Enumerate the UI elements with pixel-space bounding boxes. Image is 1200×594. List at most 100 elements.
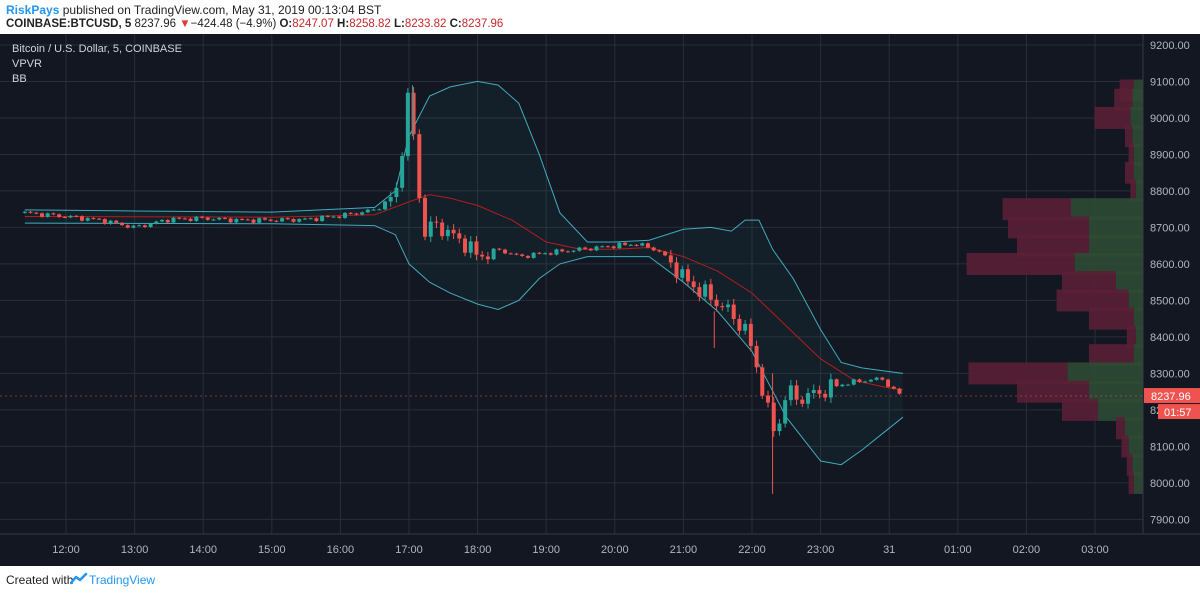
candle-body [394, 187, 399, 198]
candle-body [251, 219, 256, 223]
price-tick-label: 8700.00 [1150, 222, 1190, 234]
candle-body [405, 92, 410, 157]
candle-body [525, 255, 530, 258]
tradingview-logo-icon [70, 572, 88, 585]
candle-body [337, 216, 342, 218]
last-price: 8237.96 [134, 18, 177, 30]
time-tick-label: 21:00 [670, 544, 698, 556]
candle-body [274, 220, 279, 222]
candle-body [22, 211, 27, 213]
candle-body [703, 284, 708, 297]
close-value: 8237.96 [461, 18, 504, 30]
candle-body [720, 306, 725, 308]
vp-bar-up [1116, 271, 1143, 294]
candle-body [897, 388, 902, 394]
vp-bar-down [1062, 271, 1116, 294]
vp-bar-down [1121, 435, 1129, 458]
price-tick-label: 8600.00 [1150, 259, 1190, 271]
candle-body [794, 385, 799, 400]
candle-body [617, 242, 622, 249]
vp-bar-down [1128, 143, 1134, 166]
candle-body [28, 211, 33, 213]
down-arrow-icon: ▼ [179, 18, 191, 30]
candle-body [154, 221, 159, 224]
low-value: 8233.82 [404, 18, 447, 30]
candle-body [365, 209, 370, 213]
time-tick-label: 17:00 [395, 544, 423, 556]
candle-body [708, 284, 713, 300]
candle-body [371, 209, 376, 211]
candle-body [445, 229, 450, 237]
vp-bar-down [966, 252, 1075, 275]
legend-bb[interactable]: BB [12, 73, 27, 85]
low-label: L: [393, 18, 405, 30]
candle-body [80, 216, 85, 221]
last-price-badge-text: 8237.96 [1151, 391, 1191, 403]
candle-body [188, 218, 193, 221]
candle-body [62, 216, 67, 218]
vp-bar-down [1130, 179, 1136, 202]
time-tick-label: 23:00 [807, 544, 835, 556]
candle-body [148, 223, 153, 228]
candle-body [457, 233, 462, 239]
candle-body [520, 254, 525, 256]
vp-bar-down [1116, 417, 1125, 440]
vp-bar-down [1094, 106, 1131, 129]
candle-body [257, 218, 262, 223]
vp-bar-up [1071, 198, 1143, 221]
price-tick-label: 8100.00 [1150, 441, 1190, 453]
candle-body [846, 384, 851, 386]
high-label: H: [337, 18, 350, 30]
candle-body [125, 225, 130, 228]
candle-body [354, 213, 359, 215]
candle-body [697, 287, 702, 297]
candle-body [571, 250, 576, 252]
legend-vpvr[interactable]: VPVR [12, 58, 42, 70]
vp-bar-up [1128, 289, 1143, 312]
candle-body [680, 269, 685, 278]
vp-bar-up [1130, 106, 1143, 129]
candle-body [623, 242, 628, 245]
author-link[interactable]: RiskPays [6, 3, 60, 17]
bb-lower [24, 222, 904, 466]
candle-body [645, 243, 650, 248]
vp-bar-down [1056, 289, 1129, 312]
candle-body [817, 390, 822, 394]
time-tick-label: 22:00 [738, 544, 766, 556]
vp-bar-down [1008, 216, 1089, 239]
price-tick-label: 9000.00 [1150, 113, 1190, 125]
candle-body [514, 253, 519, 255]
candle-body [863, 381, 868, 383]
candle-body [777, 423, 782, 432]
chart-area[interactable]: 9200.00 9100.00 9000.00 8900.00 8800.00 8700.… [0, 34, 1200, 566]
candle-body [851, 379, 856, 385]
vp-bar-down [1089, 307, 1134, 330]
price-axis [1143, 34, 1200, 566]
candle-body [588, 248, 593, 251]
candle-body [297, 219, 302, 222]
chart-legend: Bitcoin / U.S. Dollar, 5, COINBASE VPVR … [12, 42, 182, 87]
vp-bar-up [1067, 362, 1143, 385]
candle-body [828, 379, 833, 398]
candle-body [891, 386, 896, 389]
high-value: 8258.82 [349, 18, 391, 30]
candle-body [114, 220, 119, 223]
bb-fill [24, 81, 903, 465]
published-text: published on TradingView.com, May 31, 20… [62, 3, 382, 17]
time-axis [0, 534, 1200, 566]
candle-body [508, 253, 513, 255]
price-tick-label: 8800.00 [1150, 186, 1190, 198]
candle-body [691, 281, 696, 288]
candle-body [605, 246, 610, 248]
price-chart[interactable]: 9200.00 9100.00 9000.00 8900.00 8800.00 8700.… [0, 34, 1200, 566]
candle-body [325, 215, 330, 217]
tradingview-brand[interactable]: TradingView [89, 573, 156, 587]
vp-bar-up [1089, 234, 1143, 257]
time-tick-label: 12:00 [52, 544, 80, 556]
candle-body [137, 225, 142, 227]
candle-body [234, 218, 239, 223]
candle-body [331, 216, 336, 218]
candle-body [348, 212, 353, 214]
candle-body [491, 248, 496, 260]
vp-bar-down [1125, 161, 1134, 184]
